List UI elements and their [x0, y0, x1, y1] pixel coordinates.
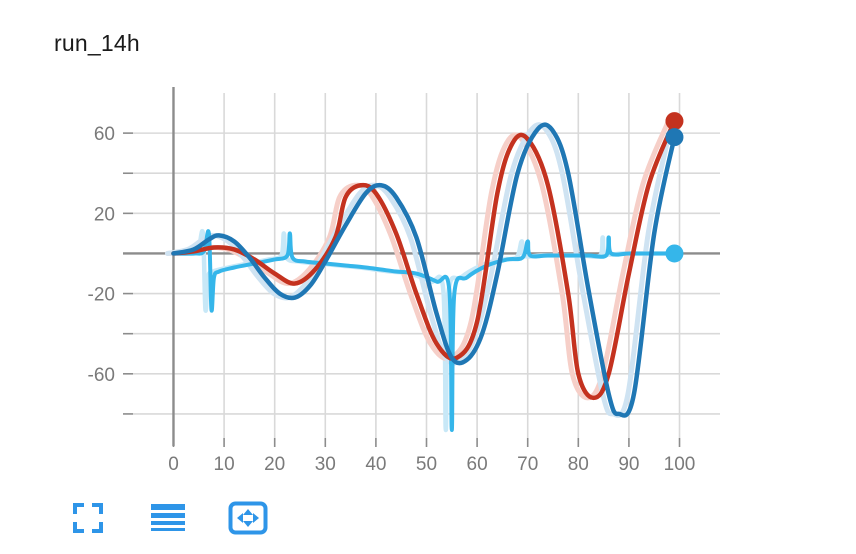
- x-tick-label: 60: [467, 454, 488, 475]
- x-tick-label: 70: [517, 454, 538, 475]
- endpoint-dot-red[interactable]: [665, 112, 684, 131]
- x-tick-label: 10: [214, 454, 235, 475]
- x-tick-label: 100: [664, 454, 696, 475]
- page-title: run_14h: [54, 30, 140, 56]
- x-tick-label: 0: [168, 454, 179, 475]
- y-tick-label: -60: [88, 365, 115, 386]
- x-tick-label: 20: [264, 454, 285, 475]
- fullscreen-button[interactable]: [68, 498, 108, 538]
- data-series: [171, 118, 677, 432]
- series-line-blue: [171, 122, 677, 418]
- endpoint-dot-cyan[interactable]: [665, 244, 684, 263]
- endpoint-dot-blue[interactable]: [665, 128, 684, 147]
- x-tick-label: 80: [568, 454, 589, 475]
- tick-marks: [123, 132, 681, 447]
- fullscreen-icon: [73, 503, 103, 533]
- pan-icon: [228, 501, 268, 535]
- tick-labels: 0 10 20 30 40 50 60 70 80 90 100 -60 -20 20 60: [88, 124, 696, 475]
- x-tick-label: 40: [365, 454, 386, 475]
- lines-button[interactable]: [148, 498, 188, 538]
- y-tick-label: 60: [94, 124, 115, 145]
- chart-toolbar[interactable]: [68, 494, 268, 542]
- lines-icon: [151, 504, 185, 532]
- y-tick-label: 20: [94, 204, 115, 225]
- line-chart[interactable]: 0 10 20 30 40 50 60 70 80 90 100 -60 -20 20 60: [0, 70, 760, 490]
- ghost-line-blue: [164, 122, 671, 418]
- pan-button[interactable]: [228, 498, 268, 538]
- x-tick-label: 50: [416, 454, 437, 475]
- series-line-red: [171, 118, 677, 401]
- x-tick-label: 90: [618, 454, 639, 475]
- x-tick-label: 30: [315, 454, 336, 475]
- y-tick-label: -20: [88, 285, 115, 306]
- chart-plot-area[interactable]: 0 10 20 30 40 50 60 70 80 90 100 -60 -20 20 60: [0, 70, 760, 490]
- series-line-cyan: [171, 229, 677, 432]
- ghost-line-red: [164, 118, 671, 401]
- endpoint-dots[interactable]: [665, 112, 684, 263]
